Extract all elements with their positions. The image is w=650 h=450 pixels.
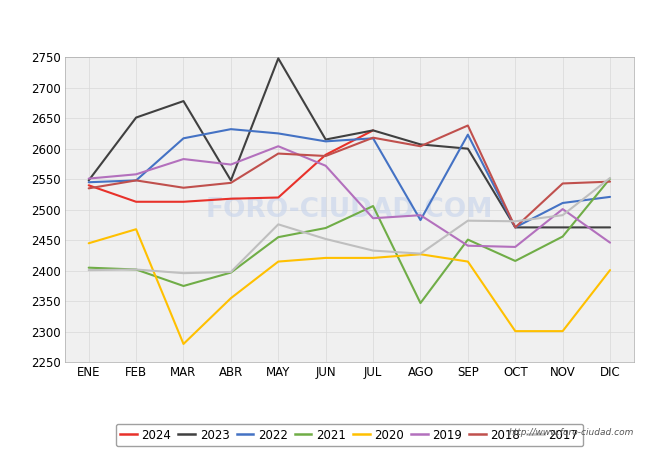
Text: http://www.foro-ciudad.com: http://www.foro-ciudad.com [508,428,634,437]
Text: Afiliados en Fuensalida a 31/5/2024: Afiliados en Fuensalida a 31/5/2024 [170,16,480,34]
Text: FORO-CIUDAD.COM: FORO-CIUDAD.COM [205,197,493,223]
Legend: 2024, 2023, 2022, 2021, 2020, 2019, 2018, 2017: 2024, 2023, 2022, 2021, 2020, 2019, 2018… [116,424,583,446]
